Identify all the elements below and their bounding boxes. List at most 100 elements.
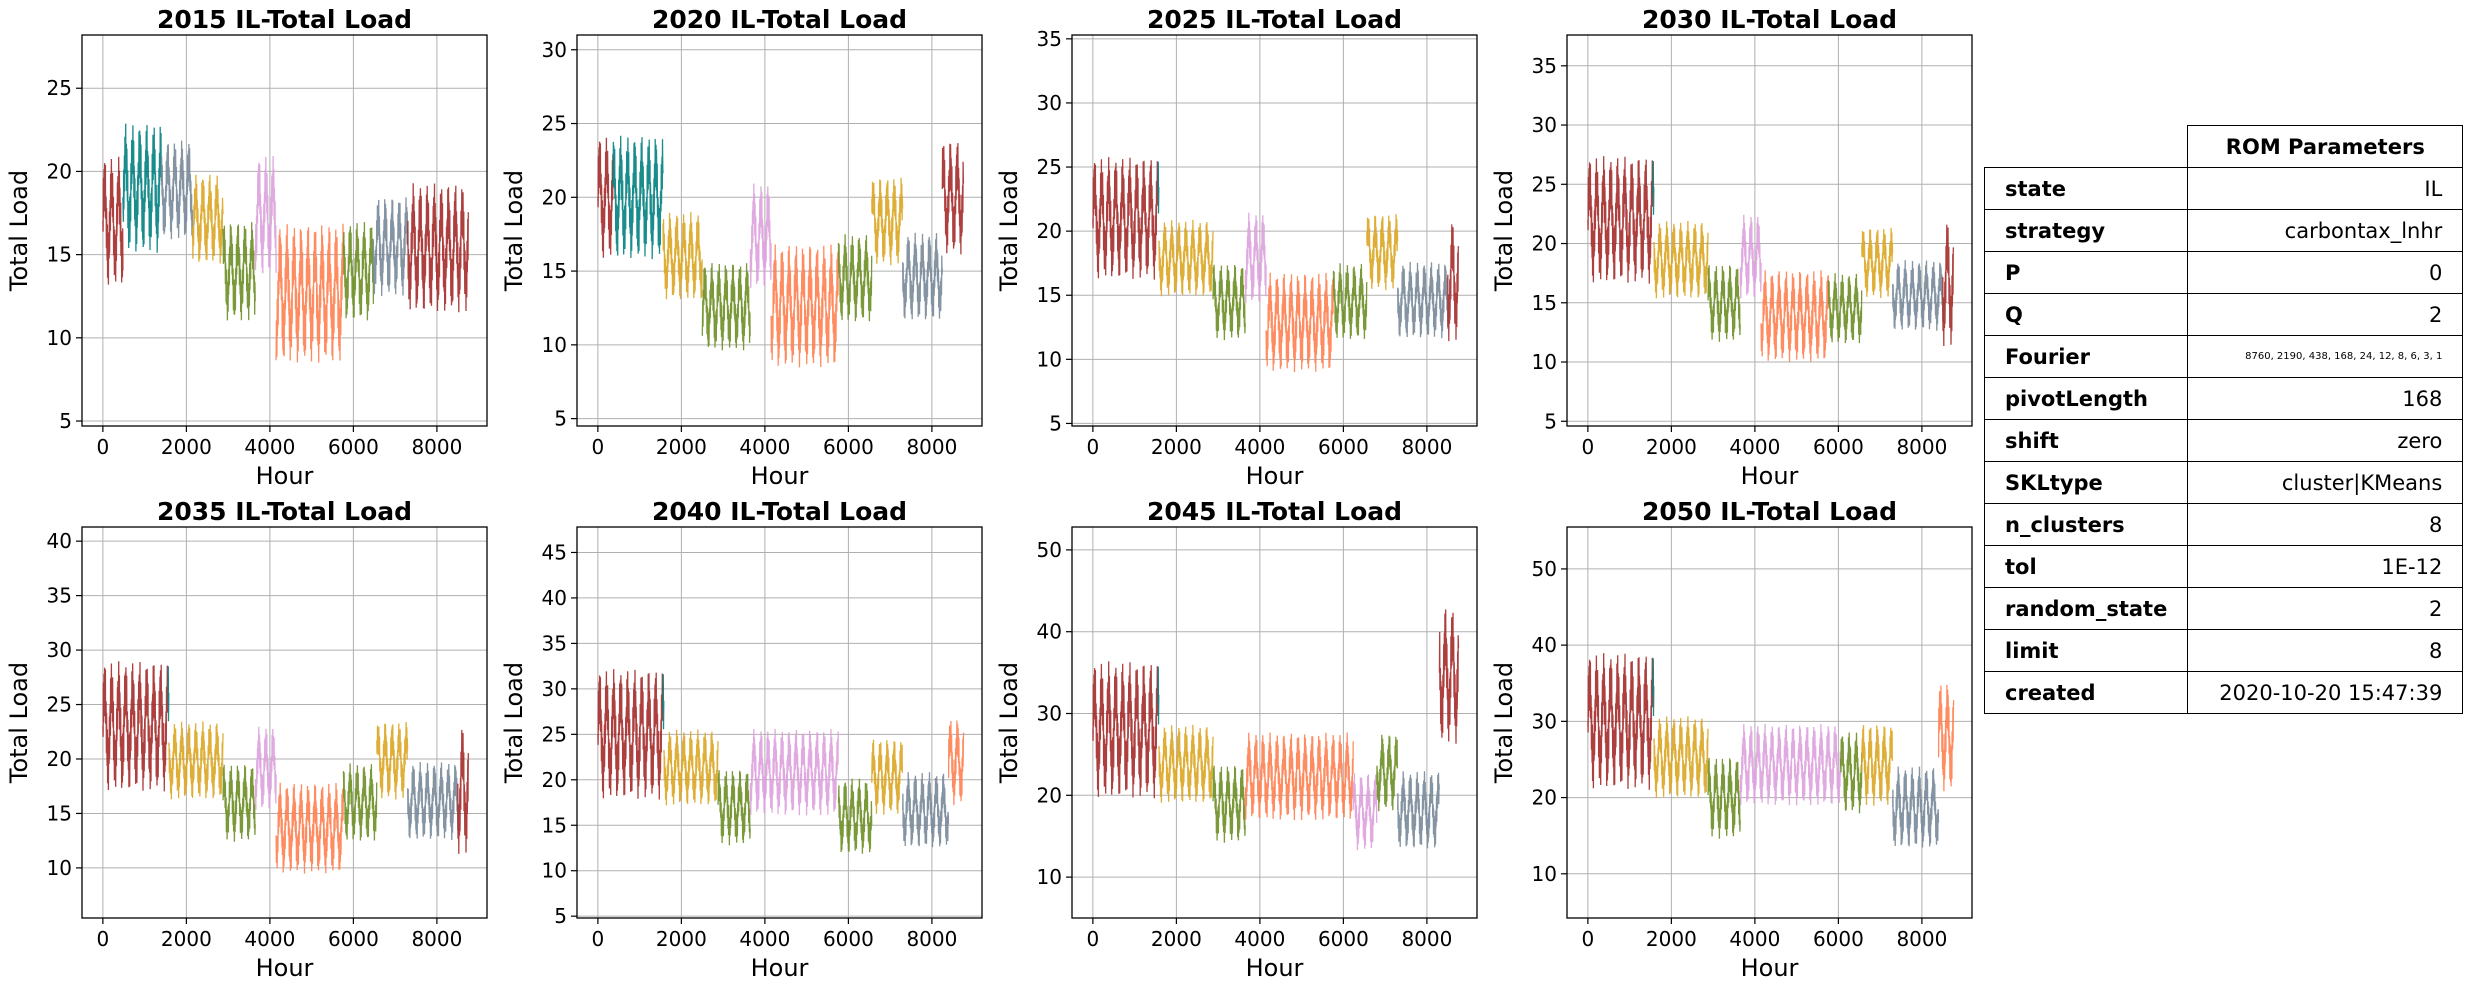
chart-panel: 0 2000 4000 6000 8000 5 10 15 20 25 2015 IL-Total … [5, 5, 488, 490]
series-line [902, 232, 943, 320]
y-tick-label: 30 [1532, 709, 1557, 733]
series-line [947, 720, 965, 806]
chart-panel: 0 2000 4000 6000 8000 5 10 15 20 25 30 2020 IL-Tota… [500, 5, 983, 490]
series-line [1447, 224, 1460, 342]
y-axis-label: Total Load [5, 662, 33, 784]
series-line [168, 721, 224, 800]
chart-title: 2035 IL-Total Load [157, 497, 412, 526]
series-line [701, 263, 751, 351]
x-tick-label: 6000 [823, 927, 874, 951]
series-line [222, 764, 256, 842]
series-line [770, 244, 839, 368]
param-value: 8 [2187, 629, 2464, 672]
y-tick-label: 5 [1544, 409, 1557, 433]
y-tick-label: 20 [47, 159, 72, 183]
x-tick-label: 4000 [739, 435, 790, 459]
x-axis-label: Hour [1741, 954, 1799, 982]
chart-title: 2045 IL-Total Load [1147, 497, 1402, 526]
x-tick-label: 6000 [1318, 435, 1369, 459]
y-tick-label: 40 [47, 529, 72, 553]
series-line [662, 212, 703, 300]
series-line [902, 772, 950, 848]
series-line [122, 123, 162, 253]
y-tick-label: 30 [1532, 113, 1557, 137]
series-line [1653, 716, 1709, 798]
table-row: tol 1E-12 [1983, 545, 2464, 588]
param-name: Fourier [1983, 335, 2189, 378]
param-name: P [1983, 251, 2189, 294]
plot-frame [81, 34, 488, 427]
series-line [1652, 161, 1655, 215]
chart-panel: 0 2000 4000 6000 8000 5 10 15 20 25 30 35 2025 IL-To… [995, 5, 1478, 490]
plot-area [1587, 156, 1955, 362]
y-tick-label: 5 [554, 904, 567, 928]
series-line [597, 137, 614, 258]
y-tick-label: 20 [1037, 219, 1062, 243]
series-line [663, 729, 719, 806]
series-line [1739, 723, 1842, 806]
plot-frame [81, 526, 488, 919]
series-line [102, 156, 124, 285]
series-line [1092, 157, 1159, 280]
x-tick-label: 4000 [739, 927, 790, 951]
x-tick-label: 0 [1087, 927, 1100, 951]
series-line [871, 739, 904, 815]
x-tick-label: 8000 [1896, 927, 1947, 951]
param-name: SKLtype [1983, 461, 2189, 504]
y-axis-label: Total Load [995, 662, 1023, 784]
table-row: state IL [1983, 167, 2464, 210]
y-tick-label: 5 [1049, 411, 1062, 435]
y-tick-label: 50 [1037, 538, 1062, 562]
chart-title: 2025 IL-Total Load [1147, 5, 1402, 34]
plot-frame [1071, 34, 1478, 427]
y-tick-label: 20 [542, 768, 567, 792]
plot-frame [1566, 34, 1973, 427]
y-tick-label: 5 [554, 407, 567, 431]
table-row: SKLtype cluster|KMeans [1983, 461, 2464, 504]
plot-frame [1566, 526, 1973, 919]
x-tick-label: 2000 [656, 927, 707, 951]
x-tick-label: 6000 [328, 435, 379, 459]
series-line [1157, 666, 1160, 725]
chart-title: 2015 IL-Total Load [157, 5, 412, 34]
x-tick-label: 2000 [161, 927, 212, 951]
series-line [1892, 260, 1944, 331]
series-line [222, 222, 256, 321]
y-tick-label: 20 [1532, 232, 1557, 256]
y-tick-label: 20 [1037, 783, 1062, 807]
param-value: 168 [2187, 377, 2464, 420]
series-line [1760, 270, 1829, 362]
series-line [837, 234, 873, 322]
y-tick-label: 35 [542, 631, 567, 655]
series-line [275, 223, 344, 363]
y-axis-label: Total Load [1490, 170, 1518, 292]
series-line [1438, 609, 1460, 744]
table-row: Fourier 8760, 2190, 438, 168, 24, 12, 8, … [1983, 335, 2464, 378]
param-value: zero [2187, 419, 2464, 462]
series-line [662, 674, 665, 730]
y-tick-label: 20 [47, 747, 72, 771]
series-line [1332, 263, 1368, 339]
y-tick-label: 15 [1037, 283, 1062, 307]
series-line [1244, 212, 1267, 304]
param-value: IL [2187, 167, 2464, 210]
param-value: cluster|KMeans [2187, 461, 2464, 504]
x-tick-label: 8000 [411, 435, 462, 459]
series-line [1158, 219, 1214, 297]
x-axis-label: Hour [256, 954, 314, 982]
table-header: ROM Parameters [2187, 125, 2464, 168]
series-line [1653, 220, 1709, 299]
x-tick-label: 8000 [1896, 435, 1947, 459]
series-line [254, 156, 277, 274]
y-tick-label: 35 [1037, 27, 1062, 51]
x-tick-label: 4000 [1234, 927, 1285, 951]
x-axis-label: Hour [1741, 462, 1799, 490]
chart-panel: 0 2000 4000 6000 8000 5 10 15 20 25 30 35 2030 IL-To… [1490, 5, 1973, 490]
param-name: limit [1983, 629, 2189, 672]
y-tick-label: 50 [1532, 557, 1557, 581]
series-line [1652, 658, 1655, 717]
series-line [254, 726, 277, 811]
y-tick-label: 25 [47, 693, 72, 717]
param-value: carbontax_lnhr [2187, 209, 2464, 252]
x-tick-label: 4000 [1729, 927, 1780, 951]
